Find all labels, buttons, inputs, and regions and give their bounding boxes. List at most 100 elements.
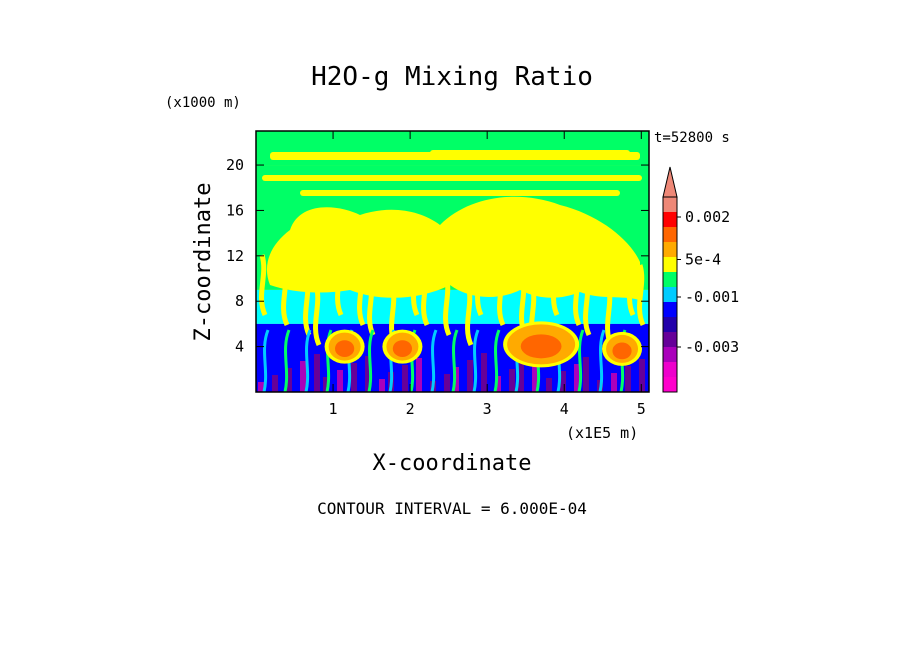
x-tick-label: 4 (560, 400, 569, 418)
plume-tendril (583, 274, 592, 337)
purple-streak (258, 382, 264, 392)
colorbar-segment (663, 227, 677, 242)
orange-bubble-core (612, 342, 632, 360)
yellow-streak-2 (262, 175, 642, 181)
x-tick-label: 1 (329, 400, 338, 418)
plume-tendril (627, 254, 636, 317)
y-unit-label: (x1000 m) (165, 95, 241, 111)
purple-streak (560, 371, 566, 392)
lower-wisp (451, 329, 459, 392)
purple-streak (532, 355, 538, 392)
yellow-streak-3 (300, 190, 620, 196)
colorbar-segment (663, 212, 677, 227)
colorbar-label: 5e-4 (685, 251, 721, 269)
purple-streak (444, 374, 450, 392)
colorbar-label: -0.001 (685, 288, 739, 306)
x-tick-label: 2 (406, 400, 415, 418)
colorbar-segment (663, 272, 677, 287)
purple-streak (574, 364, 580, 392)
purple-streak (402, 365, 408, 392)
purple-streak (611, 373, 617, 392)
x-tick-label: 3 (483, 400, 492, 418)
plume-tendril (551, 254, 560, 317)
colorbar-segment (663, 377, 677, 392)
colorbar (662, 166, 678, 393)
colorbar-frame (662, 196, 678, 393)
colorbar-segment (663, 347, 677, 362)
purple-streak (314, 354, 320, 392)
orange-bubble-core (392, 340, 413, 358)
purple-streak (379, 379, 385, 392)
purple-streak (351, 363, 357, 392)
plume-tendril (357, 264, 366, 327)
y-ticks: 4 8 12 16 20 (226, 156, 649, 356)
plume-tendril (313, 284, 322, 347)
plume-tendril (637, 264, 646, 327)
y-tick-label: 12 (226, 247, 244, 265)
heatmap-field (256, 131, 649, 392)
colorbar-label: 0.002 (685, 208, 730, 226)
colorbar-segment (663, 362, 677, 377)
purple-streak (495, 376, 501, 392)
lower-wisp (262, 329, 270, 392)
colorbar-segment (663, 317, 677, 332)
x-unit-label: (x1E5 m) (566, 424, 638, 442)
purple-streak (481, 353, 487, 392)
lower-wisp (472, 329, 480, 392)
chart-title: H2O-g Mixing Ratio (311, 62, 593, 92)
colorbar-segment (663, 197, 677, 212)
colorbar-arrow (662, 166, 678, 198)
x-axis-label: X-coordinate (373, 451, 532, 476)
purple-streak (546, 378, 552, 392)
lower-wisp (283, 329, 291, 392)
colorbar-label: -0.003 (685, 338, 739, 356)
colorbar-segment (663, 242, 677, 257)
colorbar-labels: 0.002 5e-4 -0.001 -0.003 (677, 208, 739, 356)
purple-streak (509, 369, 515, 392)
plume-tendril (411, 254, 420, 317)
purple-streak (365, 356, 371, 392)
purple-streak (467, 360, 473, 392)
plume-tendril (259, 254, 268, 317)
purple-streak (286, 368, 292, 392)
purple-streak (323, 377, 329, 392)
x-tick-label: 5 (637, 400, 646, 418)
y-tick-label: 16 (226, 201, 244, 219)
y-tick-label: 4 (235, 338, 244, 356)
colorbar-segment (663, 257, 677, 272)
colorbar-segment (663, 287, 677, 302)
lower-wisp (325, 329, 333, 392)
contour-interval-footer: CONTOUR INTERVAL = 6.000E-04 (317, 499, 587, 518)
colorbar-segment (663, 302, 677, 317)
colorbar-segment (663, 332, 677, 347)
lower-wisp (430, 329, 438, 392)
plot-frame (255, 130, 650, 393)
yellow-streak-1 (430, 150, 630, 157)
lower-wisp (304, 329, 312, 392)
purple-streak (416, 358, 422, 392)
plume-tendril (573, 264, 582, 327)
purple-streak (300, 361, 306, 392)
plume-tendril (465, 284, 474, 347)
y-tick-label: 20 (226, 156, 244, 174)
plume-tendril (335, 254, 344, 317)
lower-wisp (598, 329, 606, 392)
plume-tendril (303, 274, 312, 337)
purple-streak (453, 367, 459, 392)
y-axis-label: Z-coordinate (191, 183, 216, 342)
purple-streak (272, 375, 278, 392)
time-label: t=52800 s (654, 130, 730, 146)
purple-streak (337, 370, 343, 392)
plume-tendril (281, 264, 290, 327)
orange-bubble-core (520, 334, 562, 359)
purple-streak (625, 366, 631, 392)
plume-tendril (497, 264, 506, 327)
plume-tendril (421, 264, 430, 327)
purple-streak (583, 357, 589, 392)
lower-wisp (493, 329, 501, 392)
plume-tendril (475, 254, 484, 317)
lower-wisp (367, 329, 375, 392)
plume-tendril (443, 274, 452, 337)
y-tick-label: 8 (235, 292, 244, 310)
